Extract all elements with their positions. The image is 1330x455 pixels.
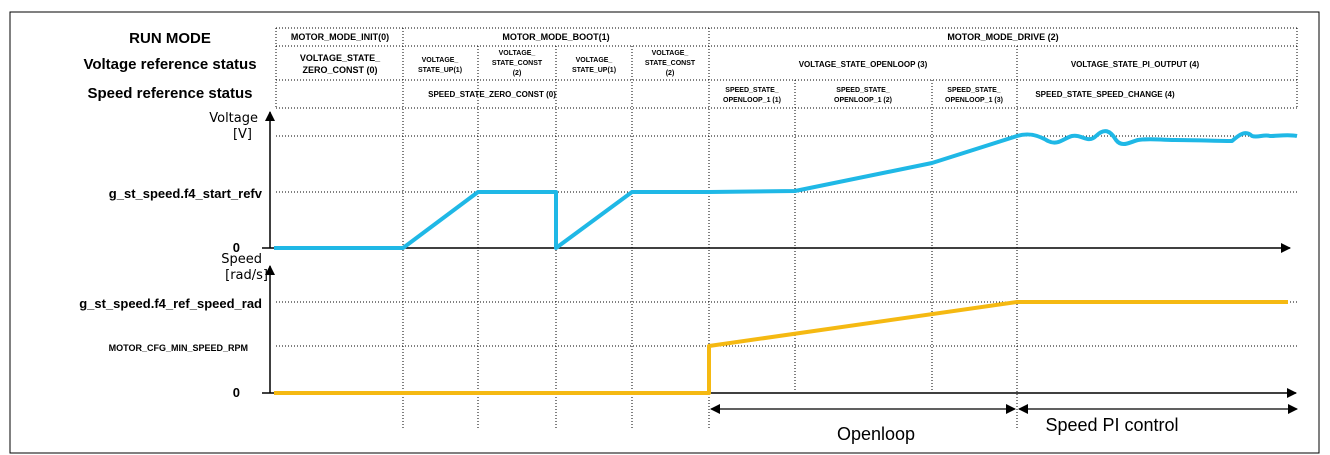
- sstate-openloop2-l1: SPEED_STATE_: [836, 87, 890, 94]
- speed-waveform: [274, 300, 1288, 395]
- vstate-up1-a-l2: STATE_UP(1): [418, 67, 462, 74]
- speed-axis-name: Speed: [221, 252, 262, 267]
- vstate-const2-b-l1: VOLTAGE_: [652, 50, 689, 57]
- run-mode-boot: MOTOR_MODE_BOOT(1): [502, 32, 609, 42]
- sstate-openloop1-l2: OPENLOOP_1 (1): [723, 97, 781, 104]
- openloop-label: Openloop: [837, 424, 915, 444]
- vstate-const2-a-l1: VOLTAGE_: [499, 50, 536, 57]
- vstate-const2-b-l2: STATE_CONST: [645, 60, 696, 67]
- vstate-openloop: VOLTAGE_STATE_OPENLOOP (3): [799, 60, 928, 69]
- voltage-axis-unit: [V]: [233, 127, 252, 142]
- vstate-up1-b-l1: VOLTAGE_: [576, 57, 613, 64]
- speed-pi-label: Speed PI control: [1045, 415, 1178, 435]
- vstate-const2-b-l3: (2): [666, 70, 675, 77]
- header-grid: [275, 27, 1298, 109]
- outer-frame: [9, 11, 1320, 454]
- vstate-zero-const-l2: ZERO_CONST (0): [302, 65, 377, 75]
- speed-ref-status-label: Speed reference status: [87, 85, 252, 102]
- vstate-up1-a-l1: VOLTAGE_: [422, 57, 459, 64]
- sstate-openloop2-l2: OPENLOOP_1 (2): [834, 97, 892, 104]
- sstate-speed-change: SPEED_STATE_SPEED_CHANGE (4): [1035, 90, 1175, 99]
- vstate-const2-a-l3: (2): [513, 70, 522, 77]
- run-mode-label: RUN MODE: [129, 30, 211, 47]
- voltage-axis-name: Voltage: [209, 111, 258, 126]
- level-lines: [276, 135, 1297, 347]
- speed-min-rpm-label: MOTOR_CFG_MIN_SPEED_RPM: [109, 343, 248, 353]
- speed-ref-rad-label: g_st_speed.f4_ref_speed_rad: [79, 296, 262, 311]
- speed-axis-unit: [rad/s]: [225, 268, 268, 283]
- vstate-zero-const-l1: VOLTAGE_STATE_: [300, 53, 381, 63]
- voltage-start-refv-label: g_st_speed.f4_start_refv: [109, 186, 263, 201]
- voltage-waveform: [274, 129, 1298, 250]
- voltage-zero-label: 0: [233, 240, 240, 255]
- vstate-const2-a-l2: STATE_CONST: [492, 60, 543, 67]
- speed-zero-label: 0: [233, 385, 240, 400]
- vstate-pi-output: VOLTAGE_STATE_PI_OUTPUT (4): [1071, 60, 1200, 69]
- voltage-ref-status-label: Voltage reference status: [83, 56, 256, 73]
- sstate-openloop3-l2: OPENLOOP_1 (3): [945, 97, 1003, 104]
- vstate-up1-b-l2: STATE_UP(1): [572, 67, 616, 74]
- sstate-openloop3-l1: SPEED_STATE_: [947, 87, 1001, 94]
- sstate-zero-const: SPEED_STATE_ZERO_CONST (0): [428, 90, 556, 99]
- sstate-openloop1-l1: SPEED_STATE_: [725, 87, 779, 94]
- run-mode-init: MOTOR_MODE_INIT(0): [291, 32, 389, 42]
- run-mode-drive: MOTOR_MODE_DRIVE (2): [947, 32, 1058, 42]
